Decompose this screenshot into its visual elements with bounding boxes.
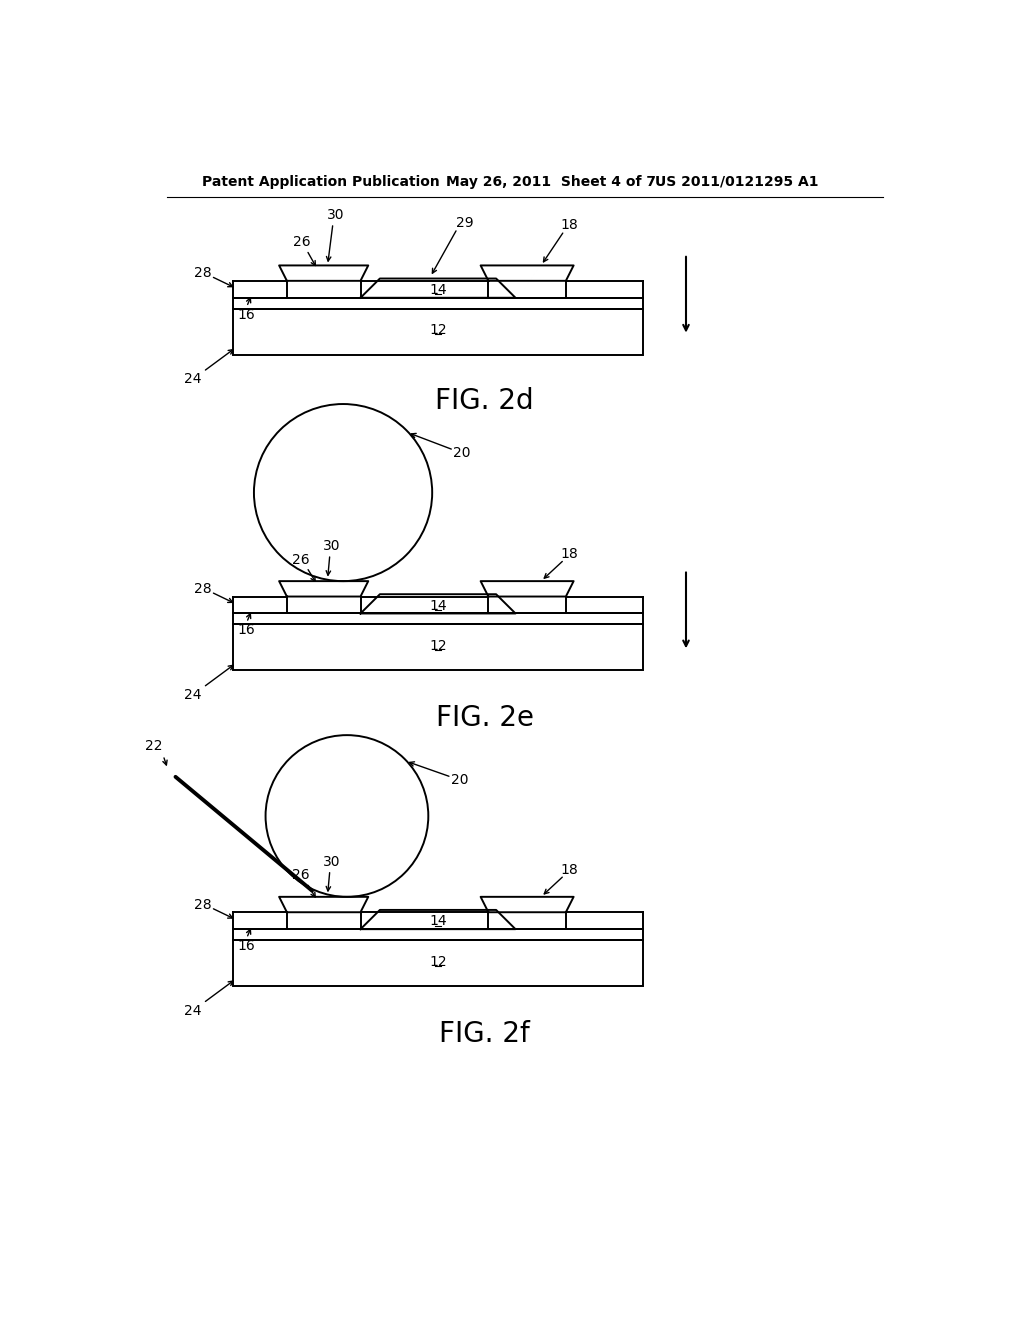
Text: 22: 22: [145, 739, 163, 752]
Text: 26: 26: [292, 869, 309, 882]
Text: 24: 24: [183, 1003, 201, 1018]
Bar: [232, 624, 643, 671]
Text: 18: 18: [561, 863, 579, 876]
Text: 28: 28: [195, 582, 212, 595]
Text: US 2011/0121295 A1: US 2011/0121295 A1: [655, 174, 818, 189]
Text: 16: 16: [238, 308, 255, 322]
Text: 12: 12: [429, 639, 446, 653]
Text: FIG. 2f: FIG. 2f: [439, 1020, 529, 1048]
Text: Patent Application Publication: Patent Application Publication: [202, 174, 439, 189]
Text: 14: 14: [429, 282, 446, 297]
Text: FIG. 2d: FIG. 2d: [435, 387, 534, 414]
Text: 28: 28: [195, 267, 212, 280]
Text: 28: 28: [195, 898, 212, 912]
Bar: [232, 309, 643, 355]
Text: 26: 26: [293, 235, 311, 249]
Text: 18: 18: [561, 548, 579, 561]
Bar: [232, 940, 643, 986]
Text: 14: 14: [429, 915, 446, 928]
Text: 18: 18: [561, 218, 579, 232]
Text: 16: 16: [238, 939, 255, 953]
Text: 24: 24: [183, 688, 201, 702]
Text: 29: 29: [457, 216, 474, 230]
Text: 12: 12: [429, 323, 446, 337]
Text: 30: 30: [327, 209, 344, 222]
Text: 16: 16: [238, 623, 255, 638]
Text: 14: 14: [429, 599, 446, 612]
Text: 20: 20: [451, 772, 468, 787]
Text: May 26, 2011  Sheet 4 of 7: May 26, 2011 Sheet 4 of 7: [445, 174, 655, 189]
Text: 26: 26: [292, 553, 309, 566]
Text: 12: 12: [429, 954, 446, 969]
Text: 20: 20: [453, 446, 470, 459]
Text: 30: 30: [323, 855, 340, 869]
Text: 24: 24: [183, 372, 201, 387]
Text: 30: 30: [323, 540, 340, 553]
Text: FIG. 2e: FIG. 2e: [435, 704, 534, 733]
